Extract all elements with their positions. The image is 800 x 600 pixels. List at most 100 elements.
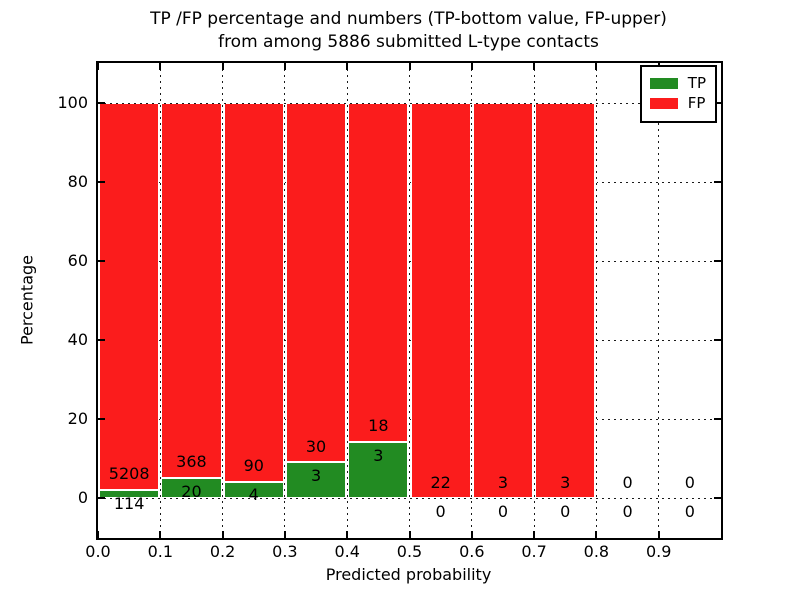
bar-segment-tp [348, 441, 409, 499]
y-axis-tick [98, 339, 105, 342]
y-axis-tick-right [714, 339, 721, 342]
bar-segment-fp [410, 102, 471, 499]
y-axis-tick-right [714, 101, 721, 104]
bar-segment-fp [285, 102, 347, 463]
x-axis-tick [408, 531, 411, 538]
legend-label-fp: FP [687, 94, 706, 112]
x-tick-label: 0.6 [459, 542, 485, 561]
horizontal-gridline [98, 498, 721, 500]
horizontal-gridline [98, 102, 721, 104]
x-axis-tick-top [97, 63, 99, 70]
fp-count-label: 368 [176, 452, 207, 472]
bar-segment-fp [223, 102, 284, 482]
x-axis-tick [657, 531, 660, 538]
x-axis-tick-top [159, 63, 162, 70]
fp-count-label: 5208 [108, 464, 150, 484]
tp-count-label: 3 [373, 445, 384, 465]
tp-count-label: 0 [622, 502, 633, 522]
y-axis-tick-right [714, 418, 721, 421]
x-axis-tick-top [221, 63, 224, 70]
x-axis-tick-top [346, 63, 349, 70]
x-axis-tick [470, 531, 473, 538]
x-axis-tick-top [408, 63, 411, 70]
y-tick-label: 40 [67, 330, 88, 350]
plot-area: 5208 114 368 20 90 4 30 3 18 3 22 0 3 0 3 0 0 0 0 0 TP FP [96, 61, 723, 540]
fp-color-swatch [649, 98, 678, 109]
y-axis-title: Percentage [17, 254, 37, 346]
x-tick-label: 0.1 [147, 542, 174, 561]
vertical-gridline [658, 63, 660, 538]
x-axis-tick [97, 531, 99, 538]
x-axis-tick [595, 531, 598, 538]
tp-count-label: 20 [181, 481, 202, 501]
tp-color-swatch [649, 78, 678, 89]
x-tick-label: 0.4 [334, 542, 360, 561]
x-tick-label: 0.7 [521, 542, 547, 561]
x-axis-tick-top [595, 63, 598, 70]
x-tick-label: 0.5 [396, 542, 423, 561]
fp-count-label: 22 [430, 472, 451, 492]
y-axis-tick [98, 497, 105, 500]
y-tick-label: 100 [57, 92, 88, 112]
bar-segment-fp [161, 102, 222, 479]
tp-count-label: 0 [560, 502, 571, 522]
vertical-gridline [595, 63, 597, 538]
fp-count-label: 0 [622, 472, 633, 492]
x-axis-tick [221, 531, 224, 538]
y-tick-labels: 0 20 40 60 80 100 [36, 63, 88, 538]
vertical-gridline [159, 63, 161, 538]
chart-title-line2: from among 5886 submitted L-type contact… [218, 32, 599, 52]
fp-count-label: 3 [497, 472, 509, 492]
x-tick-label: 0.2 [209, 542, 236, 561]
vertical-gridline [409, 63, 410, 538]
x-axis-tick [159, 531, 162, 538]
legend-label-tp: TP [687, 74, 706, 92]
bar-segment-tp [223, 481, 284, 499]
chart-title: TP /FP percentage and numbers (TP-bottom… [97, 8, 720, 54]
x-axis-title: Predicted probability [325, 565, 492, 584]
vertical-gridline [471, 63, 473, 538]
vertical-gridline [346, 63, 348, 538]
y-tick-label: 80 [67, 171, 88, 191]
bar-segment-tp [99, 489, 160, 499]
vertical-gridline [284, 63, 286, 538]
x-tick-label: 0.0 [85, 542, 111, 561]
legend-box: TP FP [639, 65, 717, 123]
x-tick-labels: 0.0 0.1 0.2 0.3 0.4 0.5 0.6 0.7 0.8 0.9 [85, 542, 721, 564]
x-axis-tick [283, 531, 286, 538]
x-axis-tick-top [533, 63, 536, 70]
tp-count-label: 4 [248, 485, 259, 505]
tp-count-label: 0 [497, 502, 509, 522]
y-axis-tick [98, 259, 105, 262]
vertical-gridline [222, 63, 224, 538]
tp-count-label: 0 [435, 502, 446, 522]
fp-count-label: 90 [243, 455, 264, 475]
tp-count-label: 0 [684, 502, 695, 522]
bar-segment-fp [472, 102, 534, 499]
x-axis-tick [346, 531, 349, 538]
bar-segment-fp [535, 102, 596, 499]
legend-item-tp: TP [649, 74, 706, 92]
bar-segment-fp [348, 102, 409, 442]
y-tick-label: 0 [77, 488, 88, 508]
x-tick-label: 0.8 [583, 542, 610, 561]
y-axis-tick-right [714, 259, 721, 262]
fp-count-label: 3 [560, 472, 571, 492]
y-tick-label: 60 [67, 250, 88, 270]
bar-segment-fp [99, 102, 160, 490]
x-axis-tick-top [470, 63, 473, 70]
chart-title-line1: TP /FP percentage and numbers (TP-bottom… [150, 9, 667, 29]
vertical-gridline [533, 63, 535, 538]
x-axis-tick [533, 531, 536, 538]
x-axis-tick-top [283, 63, 286, 70]
y-axis-tick-right [714, 497, 721, 500]
bar-segment-tp [285, 462, 347, 499]
fp-count-label: 18 [368, 416, 389, 436]
fp-count-label: 0 [684, 472, 695, 492]
y-axis-tick [98, 101, 105, 104]
y-axis-tick [98, 418, 105, 421]
legend-item-fp: FP [649, 94, 706, 112]
tp-count-label: 114 [113, 493, 145, 513]
tp-count-label: 3 [310, 466, 322, 486]
